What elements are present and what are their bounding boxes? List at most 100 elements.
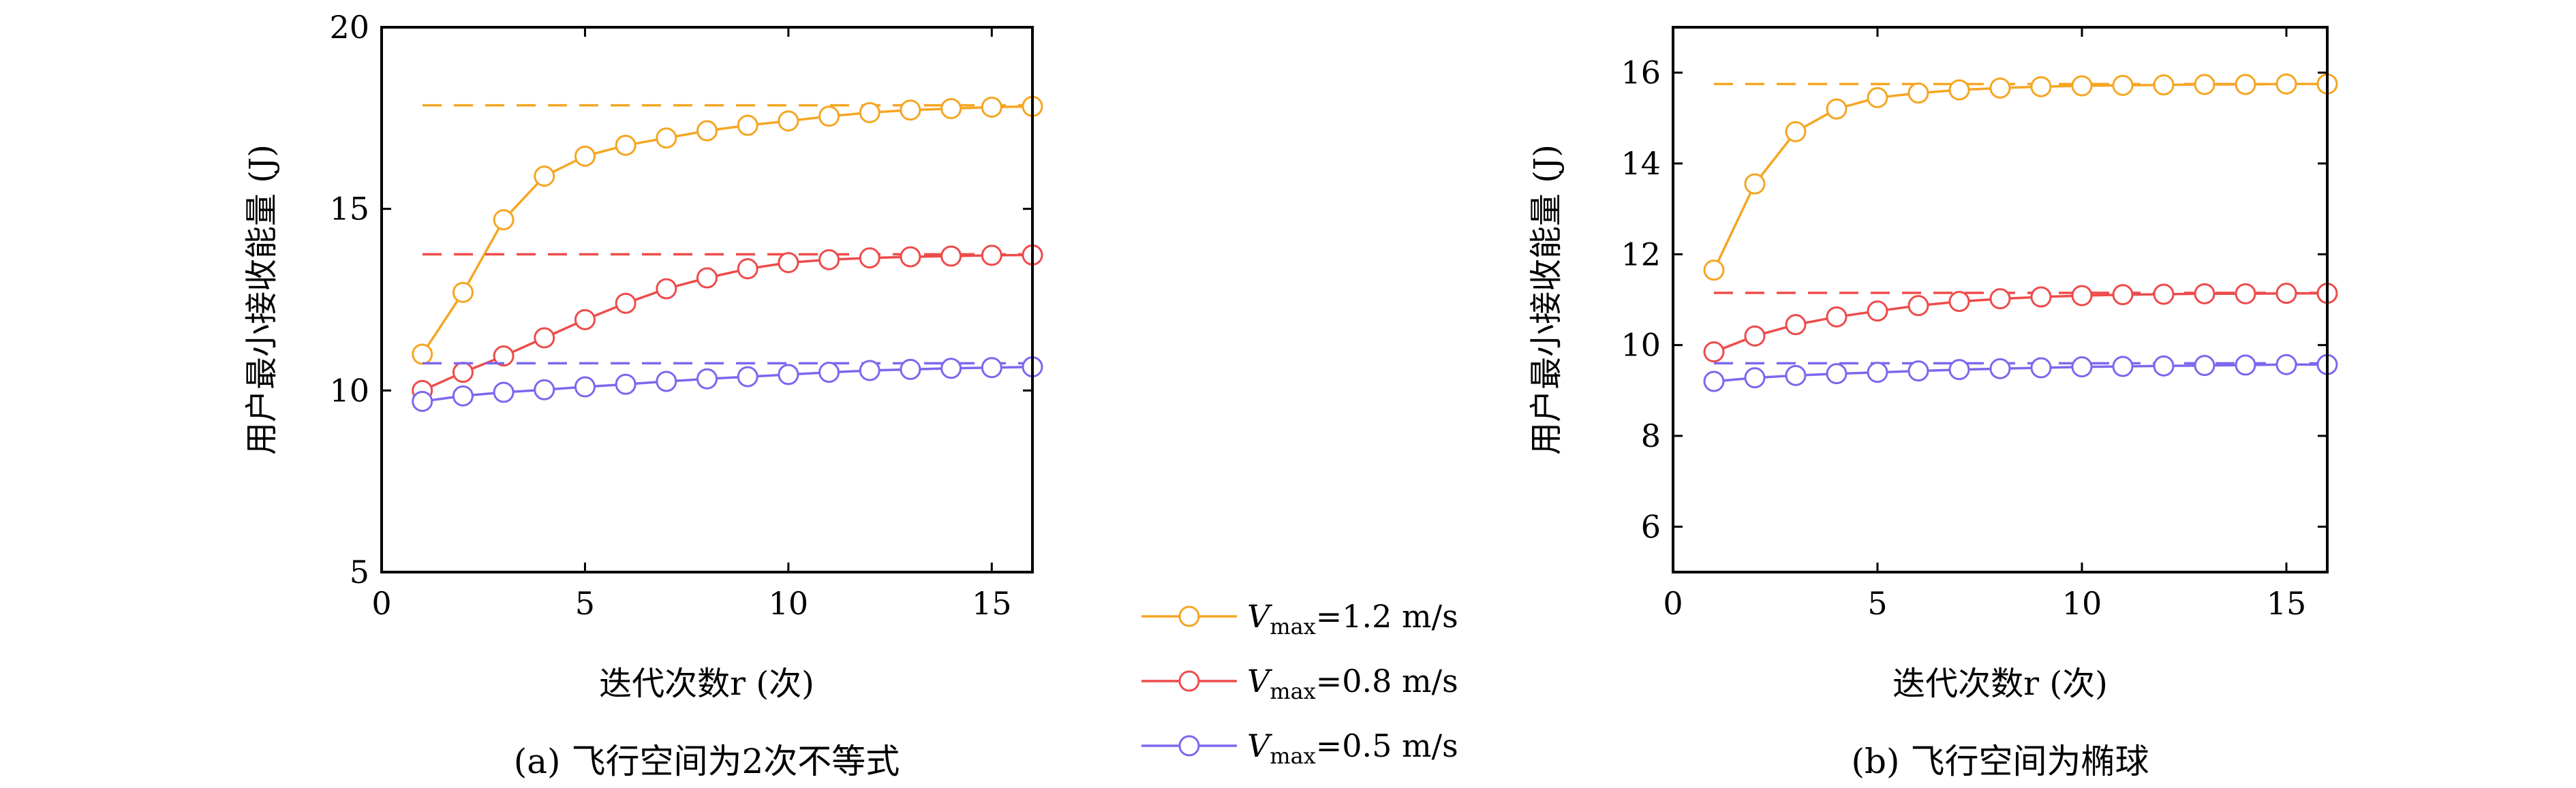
data-point-b-0-11	[2153, 74, 2175, 96]
data-point-a-0-13	[940, 97, 962, 119]
data-point-b-0-3	[1826, 98, 1847, 120]
y-axis-label-a: 用户最小接收能量 (J)	[243, 144, 281, 455]
data-point-a-1-4	[574, 309, 596, 330]
data-point-a-1-2	[493, 345, 515, 367]
y-tick-label-a-2: 15	[329, 191, 369, 227]
data-point-b-1-4	[1867, 300, 1888, 322]
data-point-a-0-3	[534, 166, 555, 187]
data-point-b-1-1	[1744, 325, 1766, 347]
data-point-b-0-0	[1703, 259, 1725, 281]
series-line-b-2	[1713, 363, 2327, 383]
data-point-a-1-13	[940, 245, 962, 267]
data-point-a-0-14	[981, 96, 1002, 118]
data-point-a-1-11	[859, 247, 880, 269]
x-axis-label-a: 迭代次数r (次)	[599, 665, 814, 703]
data-point-b-0-1	[1744, 173, 1766, 195]
data-point-b-1-2	[1785, 314, 1807, 336]
data-point-a-2-0	[412, 390, 433, 412]
x-tick-label-b-3: 15	[2267, 585, 2307, 622]
data-point-a-1-10	[818, 249, 840, 270]
data-point-a-2-10	[818, 362, 840, 383]
data-point-a-0-7	[696, 120, 718, 142]
x-tick-label-a-3: 15	[972, 585, 1012, 622]
data-point-a-2-12	[900, 358, 921, 380]
data-point-b-1-9	[2071, 285, 2093, 306]
data-point-a-0-8	[737, 114, 758, 136]
data-point-a-2-2	[493, 381, 515, 403]
data-point-a-0-6	[656, 127, 677, 149]
legend-label-2: Vmax=0.5 m/s	[1247, 727, 1458, 769]
data-point-b-2-11	[2153, 355, 2175, 377]
data-point-b-2-5	[1907, 360, 1929, 382]
y-tick-label-b-4: 14	[1621, 145, 1661, 182]
data-point-b-2-7	[1989, 358, 2011, 379]
data-point-a-2-1	[452, 385, 474, 407]
y-tick-label-b-1: 8	[1641, 417, 1661, 454]
data-point-b-2-4	[1867, 362, 1888, 383]
plot-b-marks	[1703, 73, 2338, 392]
x-tick-label-a-1: 5	[575, 585, 595, 622]
data-point-a-1-14	[981, 245, 1002, 266]
y-tick-label-b-0: 6	[1641, 508, 1661, 545]
data-point-a-1-12	[900, 246, 921, 268]
data-point-b-0-8	[2030, 76, 2052, 97]
data-point-b-2-14	[2275, 353, 2297, 375]
data-point-b-1-0	[1703, 341, 1725, 363]
data-point-b-2-12	[2194, 355, 2215, 377]
data-point-a-2-14	[981, 357, 1002, 379]
data-point-a-2-5	[615, 373, 637, 395]
x-tick-label-a-0: 0	[371, 585, 391, 622]
data-point-b-0-12	[2194, 74, 2215, 95]
data-point-b-1-11	[2153, 283, 2175, 305]
y-tick-label-a-1: 10	[329, 372, 369, 409]
data-point-b-1-13	[2235, 283, 2256, 304]
y-tick-label-b-5: 16	[1621, 54, 1661, 91]
data-point-b-1-12	[2194, 283, 2215, 304]
data-point-a-1-3	[534, 327, 555, 349]
x-tick-label-b-0: 0	[1663, 585, 1683, 622]
data-point-a-2-9	[778, 364, 799, 385]
data-point-a-1-9	[778, 252, 799, 274]
series-line-a-0	[421, 105, 1033, 355]
data-point-b-0-4	[1867, 86, 1888, 108]
data-point-a-0-11	[859, 101, 880, 123]
legend-marker-2	[1178, 735, 1200, 757]
data-point-b-2-3	[1826, 363, 1847, 385]
data-point-a-0-10	[818, 106, 840, 127]
data-point-b-2-1	[1744, 367, 1766, 389]
data-point-b-0-13	[2235, 74, 2256, 95]
data-point-a-2-7	[696, 368, 718, 390]
x-tick-label-b-2: 10	[2062, 585, 2102, 622]
x-axis-label-b: 迭代次数r (次)	[1892, 665, 2108, 703]
data-point-b-2-6	[1948, 359, 1970, 381]
data-point-a-1-7	[696, 267, 718, 289]
data-point-a-1-6	[656, 278, 677, 300]
data-point-a-0-0	[412, 343, 433, 365]
legend-label-0: Vmax=1.2 m/s	[1247, 598, 1458, 640]
plot-b-ticks: 0 5 10 15 6 8 10 12 14 16	[1621, 27, 2327, 622]
data-point-a-1-8	[737, 258, 758, 280]
legend-marker-1	[1178, 670, 1200, 692]
data-point-b-0-10	[2112, 74, 2134, 96]
data-point-b-1-14	[2275, 283, 2297, 304]
x-tick-label-a-2: 10	[769, 585, 809, 622]
data-point-b-2-2	[1785, 364, 1807, 386]
data-point-b-0-9	[2071, 75, 2093, 97]
data-point-a-0-5	[615, 134, 637, 156]
data-point-b-2-13	[2235, 354, 2256, 376]
data-point-b-1-6	[1948, 291, 1970, 313]
data-point-a-2-11	[859, 360, 880, 381]
x-tick-label-b-1: 5	[1867, 585, 1887, 622]
data-point-a-1-5	[615, 292, 637, 314]
data-point-b-1-8	[2030, 286, 2052, 308]
y-tick-label-b-2: 10	[1621, 327, 1661, 364]
series-line-b-1	[1713, 291, 2327, 353]
data-point-a-2-3	[534, 379, 555, 400]
legend-label-1: Vmax=0.8 m/s	[1247, 663, 1458, 704]
series-line-a-2	[422, 365, 1033, 403]
data-point-b-2-9	[2071, 356, 2093, 378]
data-point-a-0-1	[452, 281, 474, 303]
